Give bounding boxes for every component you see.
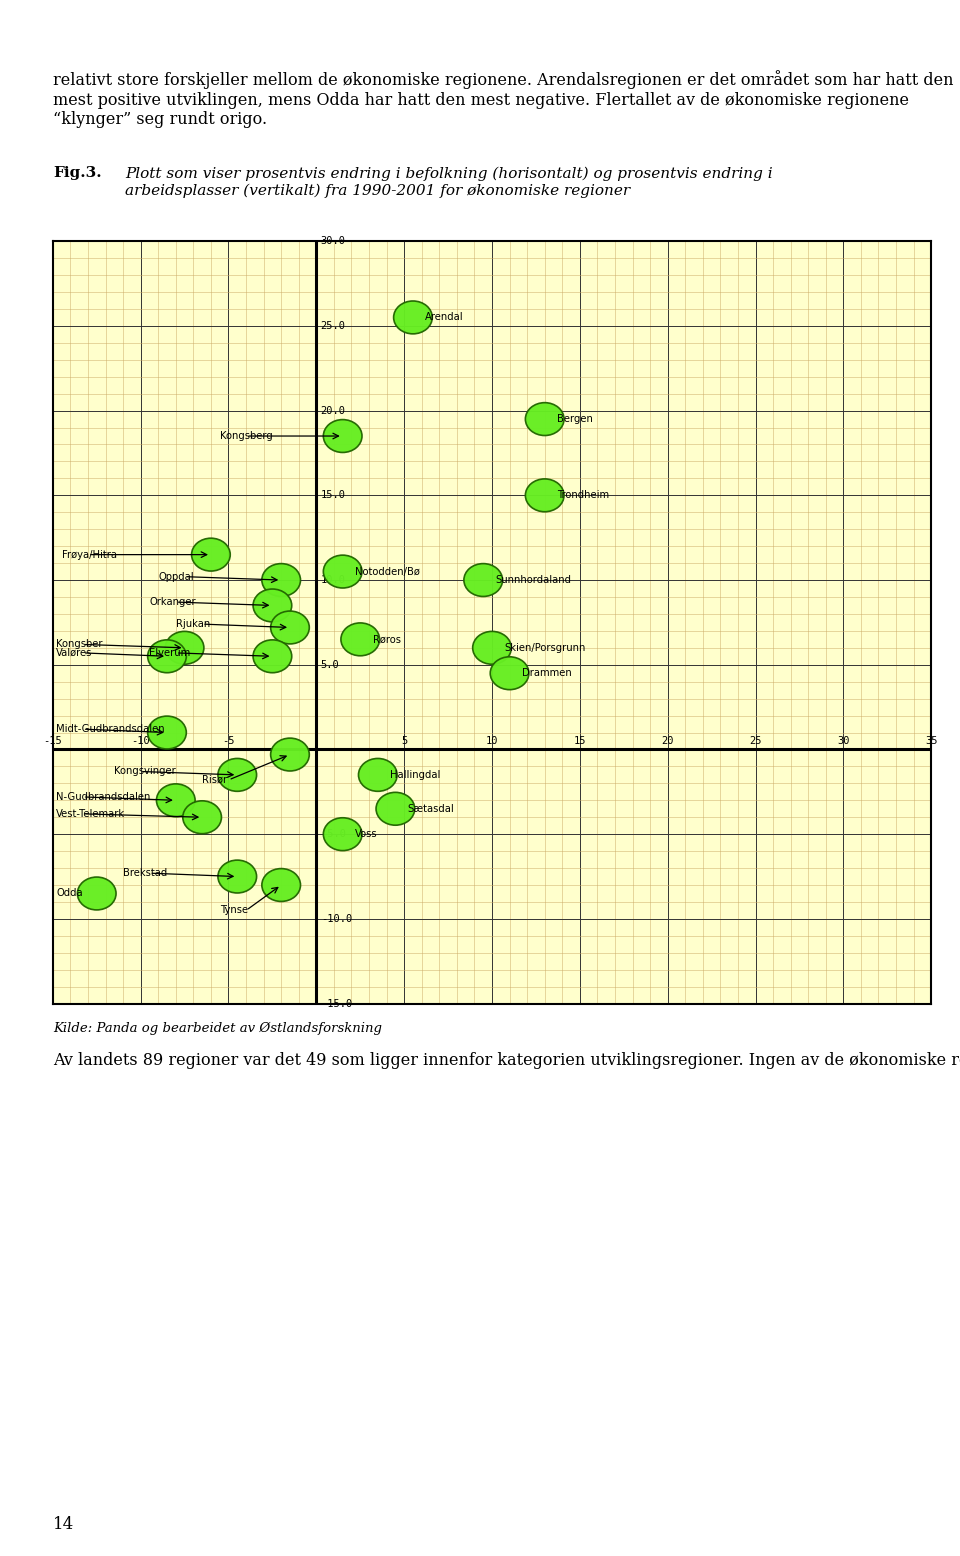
Text: Valøres: Valøres bbox=[57, 647, 93, 658]
Text: 25.0: 25.0 bbox=[321, 321, 346, 331]
Ellipse shape bbox=[472, 632, 512, 664]
Text: Brekstad: Brekstad bbox=[123, 868, 167, 878]
Ellipse shape bbox=[218, 758, 256, 792]
Ellipse shape bbox=[525, 479, 564, 512]
Ellipse shape bbox=[148, 640, 186, 672]
Text: Oppdal: Oppdal bbox=[158, 571, 194, 582]
Ellipse shape bbox=[358, 758, 397, 792]
Text: 10.0: 10.0 bbox=[321, 576, 346, 585]
Text: Arendal: Arendal bbox=[425, 313, 464, 322]
Ellipse shape bbox=[271, 738, 309, 770]
Ellipse shape bbox=[394, 300, 432, 335]
Text: -5.0: -5.0 bbox=[321, 829, 346, 839]
Text: Hallingdal: Hallingdal bbox=[390, 770, 441, 780]
Ellipse shape bbox=[376, 792, 415, 825]
Text: 30.0: 30.0 bbox=[321, 237, 346, 246]
Text: Kongsberg: Kongsberg bbox=[220, 431, 273, 440]
Text: 15.0: 15.0 bbox=[321, 490, 346, 501]
Ellipse shape bbox=[324, 555, 362, 588]
Text: Plott som viser prosentvis endring i befolkning (horisontalt) og prosentvis endr: Plott som viser prosentvis endring i bef… bbox=[125, 166, 773, 198]
Text: Kongsber: Kongsber bbox=[57, 640, 103, 649]
Ellipse shape bbox=[464, 563, 502, 596]
Text: -15.0: -15.0 bbox=[321, 999, 352, 1008]
Text: Sætasdal: Sætasdal bbox=[408, 804, 454, 814]
Ellipse shape bbox=[253, 640, 292, 672]
Text: 10: 10 bbox=[486, 736, 498, 745]
Text: Notodden/Bø: Notodden/Bø bbox=[355, 566, 420, 577]
Text: Midt-Gudbrandsdalen: Midt-Gudbrandsdalen bbox=[57, 724, 165, 734]
Text: -10.0: -10.0 bbox=[321, 913, 352, 924]
Ellipse shape bbox=[156, 784, 195, 817]
Text: Skien/Porsgrunn: Skien/Porsgrunn bbox=[504, 643, 586, 654]
Text: Drammen: Drammen bbox=[522, 668, 571, 678]
Text: 20: 20 bbox=[661, 736, 674, 745]
Text: Kilde: Panda og bearbeidet av Østlandsforskning: Kilde: Panda og bearbeidet av Østlandsfo… bbox=[53, 1022, 382, 1035]
Text: Røros: Røros bbox=[372, 635, 400, 644]
Text: Frøya/Hitra: Frøya/Hitra bbox=[61, 549, 116, 560]
Text: Fig.3.: Fig.3. bbox=[53, 166, 102, 180]
Text: Vest-Telemark: Vest-Telemark bbox=[57, 809, 126, 818]
Text: 30: 30 bbox=[837, 736, 850, 745]
Ellipse shape bbox=[324, 420, 362, 453]
Ellipse shape bbox=[271, 612, 309, 644]
Text: Risør: Risør bbox=[203, 775, 228, 784]
Ellipse shape bbox=[525, 403, 564, 436]
Text: -15: -15 bbox=[43, 736, 62, 745]
Text: N-Gudbrandsdalen: N-Gudbrandsdalen bbox=[57, 792, 151, 801]
Text: Kongsvinger: Kongsvinger bbox=[114, 767, 176, 776]
Text: 35: 35 bbox=[924, 736, 938, 745]
Ellipse shape bbox=[192, 538, 230, 571]
Text: 20.0: 20.0 bbox=[321, 406, 346, 415]
Ellipse shape bbox=[324, 818, 362, 851]
Text: 5.0: 5.0 bbox=[321, 660, 340, 669]
Text: relativt store forskjeller mellom de økonomiske regionene. Arendalsregionen er d: relativt store forskjeller mellom de øko… bbox=[53, 70, 953, 128]
Text: 14: 14 bbox=[53, 1516, 74, 1533]
Ellipse shape bbox=[253, 590, 292, 622]
Text: Odda: Odda bbox=[57, 888, 83, 898]
Text: -5: -5 bbox=[222, 736, 235, 745]
Ellipse shape bbox=[182, 801, 222, 834]
Text: Orkanger: Orkanger bbox=[150, 598, 196, 607]
Text: 15: 15 bbox=[573, 736, 587, 745]
Text: Bergen: Bergen bbox=[557, 414, 593, 425]
Text: Voss: Voss bbox=[355, 829, 377, 839]
Ellipse shape bbox=[218, 860, 256, 893]
Text: Trondheim: Trondheim bbox=[557, 490, 610, 501]
Text: 25: 25 bbox=[749, 736, 762, 745]
Text: Rjukan: Rjukan bbox=[176, 619, 210, 629]
Text: Tynse: Tynse bbox=[220, 906, 248, 915]
Ellipse shape bbox=[78, 878, 116, 910]
Ellipse shape bbox=[262, 868, 300, 901]
Ellipse shape bbox=[165, 632, 204, 664]
Text: -10: -10 bbox=[132, 736, 150, 745]
Text: Elverum: Elverum bbox=[150, 647, 191, 658]
Ellipse shape bbox=[341, 622, 379, 655]
Text: Sunnhordaland: Sunnhordaland bbox=[495, 576, 571, 585]
Text: Av landets 89 regioner var det 49 som ligger innenfor kategorien utviklingsregio: Av landets 89 regioner var det 49 som li… bbox=[53, 1050, 960, 1069]
Ellipse shape bbox=[148, 716, 186, 748]
Ellipse shape bbox=[262, 563, 300, 596]
Text: 5: 5 bbox=[401, 736, 407, 745]
Ellipse shape bbox=[491, 657, 529, 689]
